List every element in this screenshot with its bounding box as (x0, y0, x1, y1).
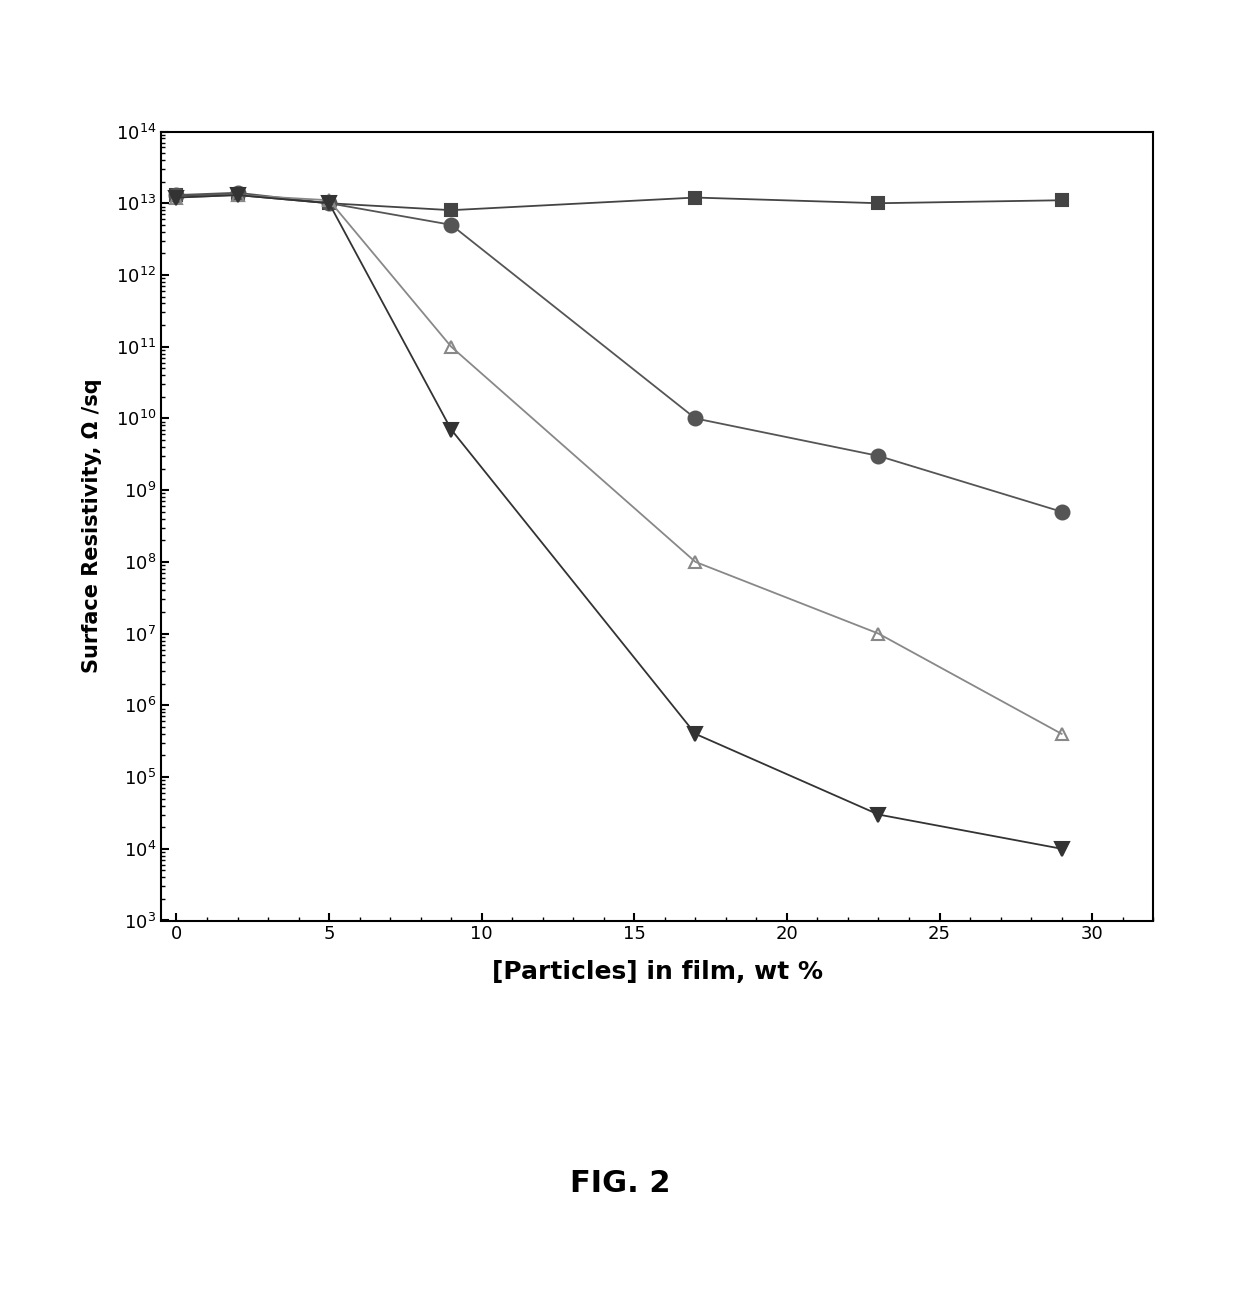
X-axis label: [Particles] in film, wt %: [Particles] in film, wt % (492, 960, 822, 984)
Y-axis label: Surface Resistivity, Ω /sq: Surface Resistivity, Ω /sq (82, 379, 102, 673)
Text: FIG. 2: FIG. 2 (569, 1169, 671, 1198)
